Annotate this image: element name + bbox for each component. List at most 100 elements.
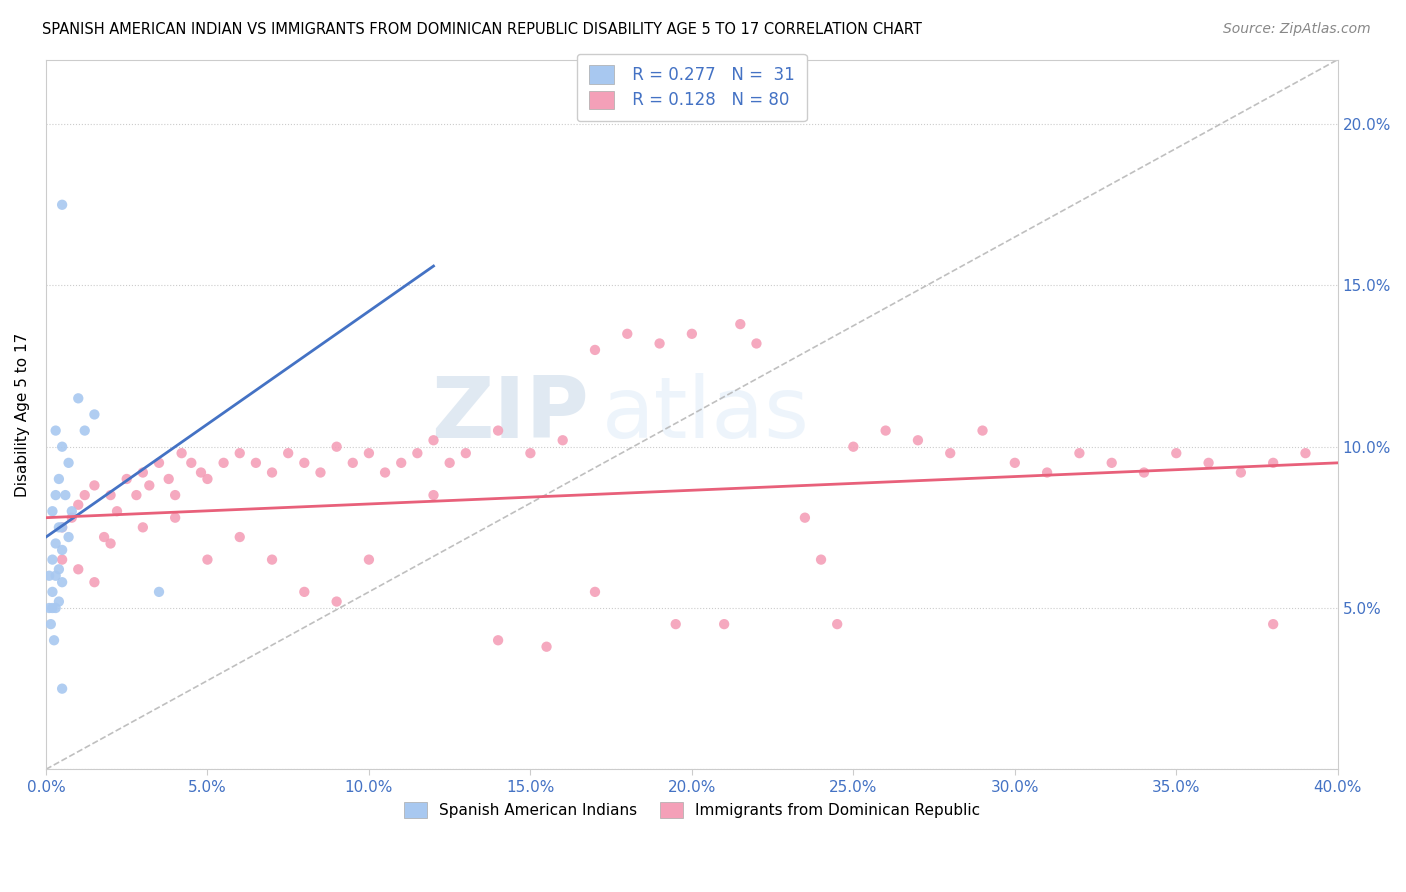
Point xyxy=(67,562,90,576)
Point xyxy=(60,510,83,524)
Point xyxy=(73,424,96,438)
Point xyxy=(810,552,832,566)
Point xyxy=(39,617,62,632)
Point xyxy=(132,466,155,480)
Point xyxy=(51,440,73,454)
Text: ZIP: ZIP xyxy=(430,373,589,456)
Point xyxy=(51,575,73,590)
Point xyxy=(357,552,380,566)
Point xyxy=(48,472,70,486)
Point xyxy=(38,568,60,582)
Point xyxy=(745,336,768,351)
Point xyxy=(454,446,477,460)
Point xyxy=(51,543,73,558)
Point xyxy=(58,456,80,470)
Point xyxy=(486,424,509,438)
Point xyxy=(67,392,90,406)
Point xyxy=(105,504,128,518)
Point xyxy=(536,640,558,654)
Point xyxy=(1069,446,1091,460)
Point xyxy=(83,478,105,492)
Text: atlas: atlas xyxy=(602,373,810,456)
Point xyxy=(1294,446,1316,460)
Point xyxy=(681,326,703,341)
Point xyxy=(1036,466,1059,480)
Point xyxy=(100,488,122,502)
Point xyxy=(41,504,63,518)
Point xyxy=(277,446,299,460)
Point xyxy=(93,530,115,544)
Point xyxy=(51,198,73,212)
Point xyxy=(148,585,170,599)
Point xyxy=(325,594,347,608)
Point xyxy=(1263,617,1285,632)
Point xyxy=(1166,446,1188,460)
Point xyxy=(48,520,70,534)
Point xyxy=(48,594,70,608)
Point xyxy=(519,446,541,460)
Point xyxy=(190,466,212,480)
Point xyxy=(132,520,155,534)
Point xyxy=(125,488,148,502)
Point xyxy=(357,446,380,460)
Point xyxy=(45,568,67,582)
Point xyxy=(115,472,138,486)
Point xyxy=(100,536,122,550)
Point xyxy=(260,552,283,566)
Point xyxy=(41,601,63,615)
Point xyxy=(907,434,929,448)
Point xyxy=(1263,456,1285,470)
Point xyxy=(60,504,83,518)
Point xyxy=(51,552,73,566)
Point xyxy=(51,681,73,696)
Point xyxy=(342,456,364,470)
Point xyxy=(730,317,752,331)
Point xyxy=(41,552,63,566)
Point xyxy=(67,498,90,512)
Point xyxy=(83,575,105,590)
Point xyxy=(713,617,735,632)
Point xyxy=(616,326,638,341)
Point xyxy=(45,601,67,615)
Point xyxy=(42,633,65,648)
Text: Source: ZipAtlas.com: Source: ZipAtlas.com xyxy=(1223,22,1371,37)
Point xyxy=(309,466,332,480)
Point xyxy=(51,520,73,534)
Point xyxy=(197,472,219,486)
Point xyxy=(212,456,235,470)
Point xyxy=(38,601,60,615)
Point xyxy=(165,488,187,502)
Point xyxy=(422,488,444,502)
Point xyxy=(939,446,962,460)
Text: SPANISH AMERICAN INDIAN VS IMMIGRANTS FROM DOMINICAN REPUBLIC DISABILITY AGE 5 T: SPANISH AMERICAN INDIAN VS IMMIGRANTS FR… xyxy=(42,22,922,37)
Point xyxy=(1198,456,1220,470)
Point xyxy=(58,530,80,544)
Point xyxy=(180,456,202,470)
Point xyxy=(170,446,193,460)
Point xyxy=(406,446,429,460)
Point xyxy=(422,434,444,448)
Point xyxy=(245,456,267,470)
Point xyxy=(51,520,73,534)
Point xyxy=(229,446,252,460)
Y-axis label: Disability Age 5 to 17: Disability Age 5 to 17 xyxy=(15,333,30,497)
Point xyxy=(551,434,574,448)
Point xyxy=(842,440,865,454)
Point xyxy=(53,488,76,502)
Point xyxy=(45,424,67,438)
Point xyxy=(197,552,219,566)
Point xyxy=(1101,456,1123,470)
Legend: Spanish American Indians, Immigrants from Dominican Republic: Spanish American Indians, Immigrants fro… xyxy=(396,794,988,825)
Point xyxy=(389,456,412,470)
Point xyxy=(45,536,67,550)
Point xyxy=(875,424,897,438)
Point xyxy=(825,617,848,632)
Point xyxy=(45,488,67,502)
Point xyxy=(793,510,815,524)
Point xyxy=(648,336,671,351)
Point xyxy=(486,633,509,648)
Point xyxy=(1230,466,1253,480)
Point xyxy=(972,424,994,438)
Point xyxy=(665,617,688,632)
Point xyxy=(292,585,315,599)
